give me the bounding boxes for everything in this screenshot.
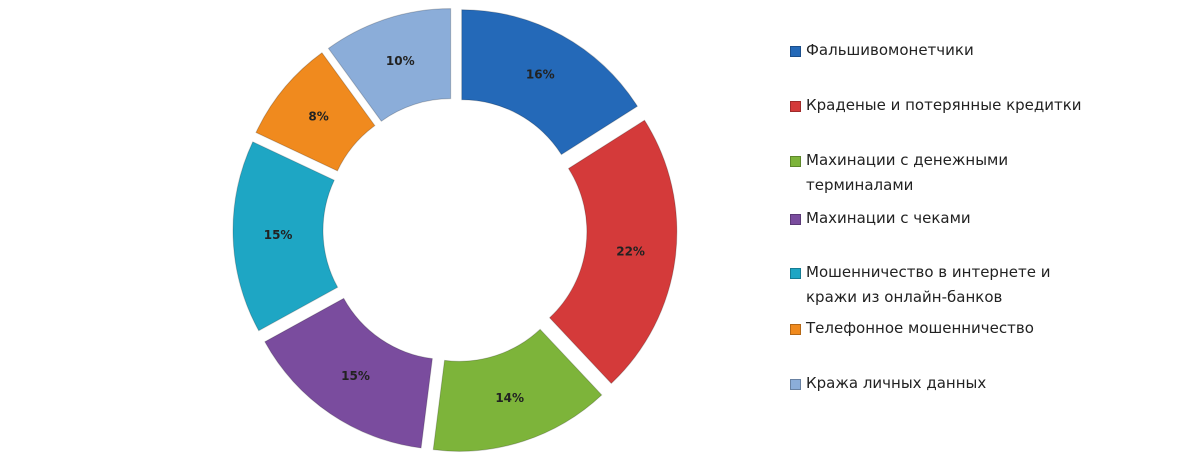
legend-item: Кража личных данных — [790, 371, 1096, 396]
donut-segment — [232, 141, 339, 332]
legend-label: Махинации с чеками — [806, 209, 971, 227]
legend-item: Мошенничество в интернете и кражи из онл… — [790, 260, 1096, 310]
legend-item: Телефонное мошенничество — [790, 316, 1096, 341]
data-label: 16% — [526, 67, 555, 81]
data-label: 14% — [495, 391, 524, 405]
donut-segment — [327, 8, 452, 122]
legend: Фальшивомонетчики Краденые и потерянные к… — [790, 0, 1190, 464]
donut-segment — [264, 297, 433, 449]
data-label: 10% — [386, 54, 415, 68]
data-label: 8% — [308, 110, 328, 124]
data-label: 22% — [616, 245, 645, 259]
legend-swatch — [790, 156, 801, 167]
donut-segment — [548, 119, 678, 385]
donut-segment — [461, 9, 639, 156]
legend-label: Краденые и потерянные кредитки — [806, 96, 1082, 114]
legend-swatch — [790, 324, 801, 335]
donut-segment — [255, 52, 376, 172]
legend-swatch — [790, 268, 801, 279]
legend-swatch — [790, 379, 801, 390]
legend-label: Фальшивомонетчики — [806, 41, 974, 59]
donut-segment — [432, 328, 603, 452]
legend-label: Телефонное мошенничество — [806, 319, 1034, 337]
legend-swatch — [790, 101, 801, 112]
legend-label: Мошенничество в интернете и кражи из онл… — [806, 263, 1051, 306]
legend-item: Махинации с чеками — [790, 206, 1096, 231]
legend-item: Краденые и потерянные кредитки — [790, 93, 1096, 118]
data-label: 15% — [341, 369, 370, 383]
legend-item: Фальшивомонетчики — [790, 38, 1096, 63]
legend-label: Кража личных данных — [806, 374, 987, 392]
data-label: 15% — [264, 228, 293, 242]
legend-label: Махинации с денежными терминалами — [806, 151, 1009, 194]
legend-swatch — [790, 46, 801, 57]
legend-swatch — [790, 214, 801, 225]
legend-item: Махинации с денежными терминалами — [790, 148, 1096, 198]
